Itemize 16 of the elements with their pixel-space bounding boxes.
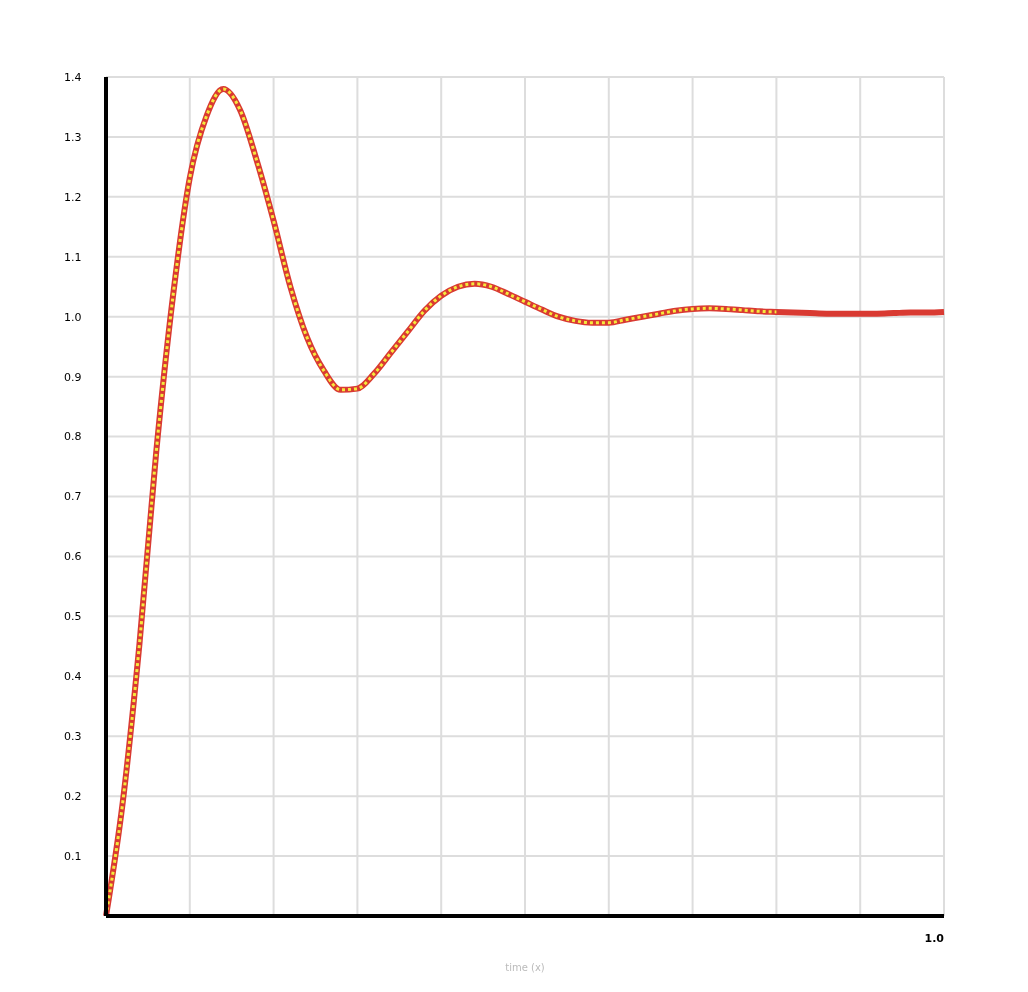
y-tick-label: 0.7 — [64, 490, 82, 504]
y-tick-label: 1.0 — [64, 310, 82, 324]
y-tick-label: 1.2 — [64, 190, 82, 204]
y-tick-label: 0.4 — [64, 670, 82, 684]
y-tick-label: 1.4 — [64, 70, 82, 84]
text: 1.0 — [924, 932, 944, 945]
y-tick-label: 1.1 — [64, 250, 82, 264]
y-tick-label: 0.9 — [64, 370, 82, 384]
y-tick-label: 0.6 — [64, 550, 82, 564]
text: time (x) — [504, 962, 546, 973]
y-tick-label: 0.2 — [64, 790, 82, 804]
y-tick-label: 0.8 — [64, 430, 82, 444]
y-tick-label: 1.3 — [64, 130, 82, 144]
y-tick-label: 0.3 — [64, 730, 82, 744]
y-tick-label: 0.1 — [64, 849, 82, 863]
y-tick-label: 0.5 — [64, 610, 82, 624]
